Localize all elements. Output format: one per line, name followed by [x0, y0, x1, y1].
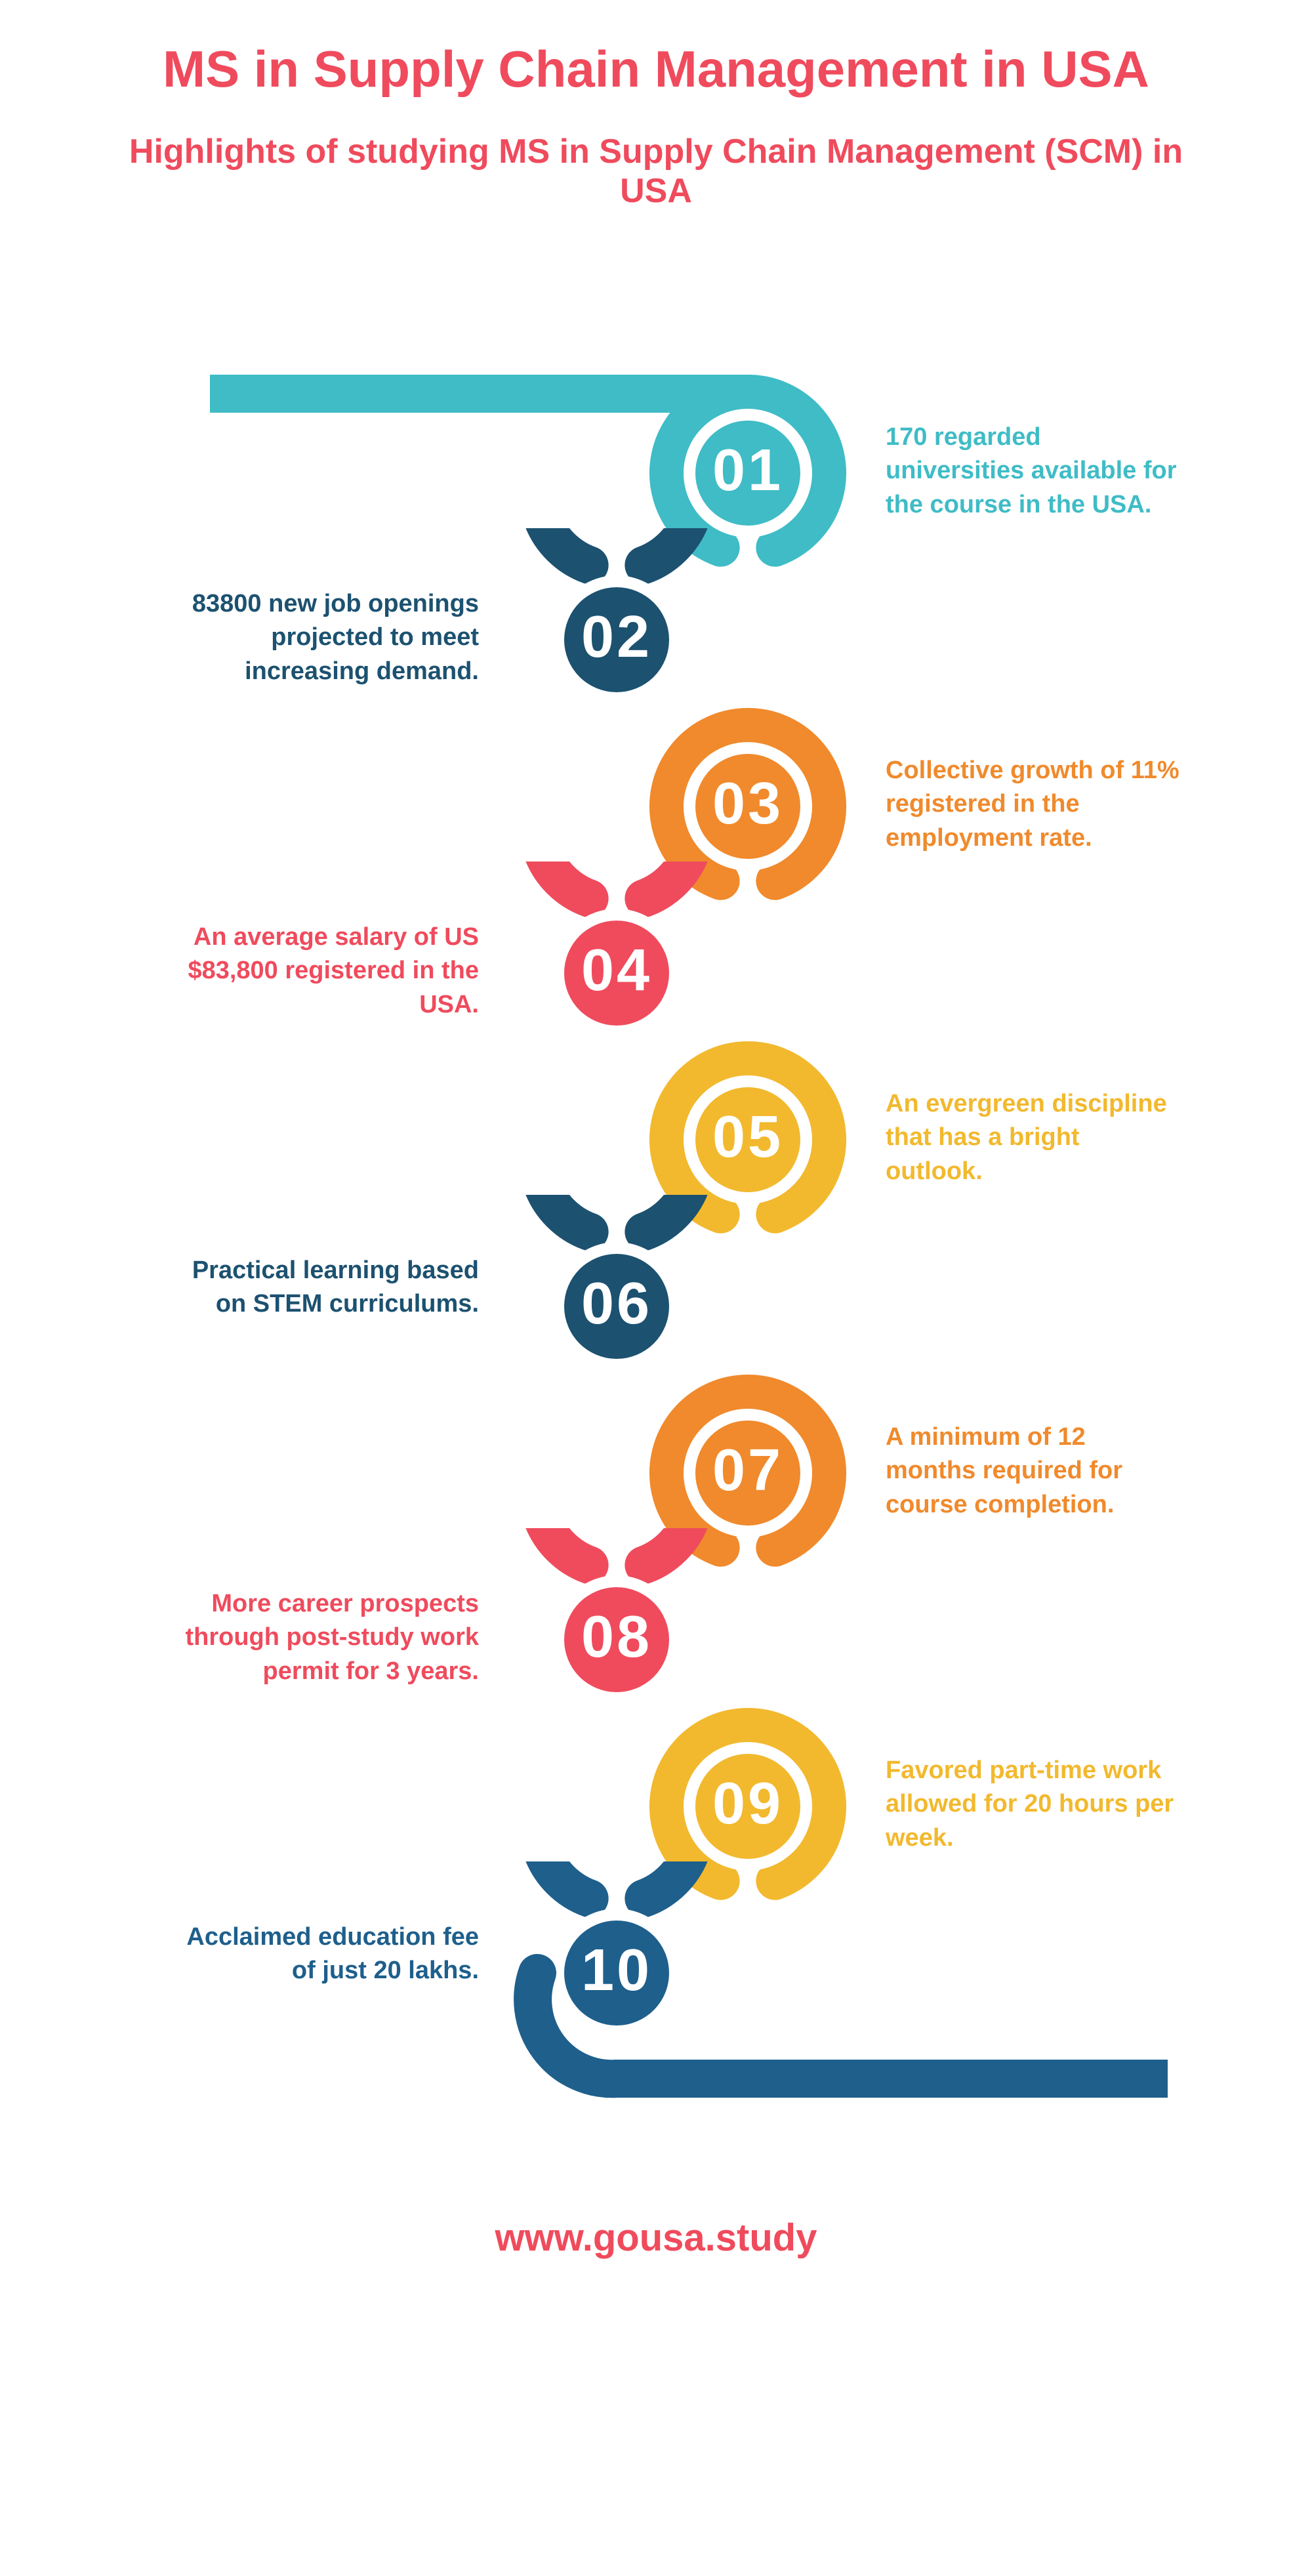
step-number-01: 01: [682, 437, 813, 505]
footer-url: www.gousa.study: [92, 2216, 1220, 2260]
step-number-07: 07: [682, 1437, 813, 1505]
step-number-05: 05: [682, 1104, 813, 1171]
step-number-03: 03: [682, 770, 813, 838]
step-number-08: 08: [551, 1604, 682, 1671]
page-title: MS in Supply Chain Management in USA: [92, 39, 1220, 99]
step-caption-01: 170 regarded universities available for …: [886, 421, 1181, 522]
step-caption-08: More career prospects through post-study…: [184, 1587, 479, 1688]
step-caption-02: 83800 new job openings projected to meet…: [184, 587, 479, 688]
step-number-04: 04: [551, 937, 682, 1005]
step-caption-04: An average salary of US $83,800 register…: [184, 921, 479, 1022]
step-number-06: 06: [551, 1270, 682, 1338]
step-number-09: 09: [682, 1770, 813, 1838]
chain-infographic: 01 170 regarded universities available fo…: [92, 368, 1220, 2176]
step-number-02: 02: [551, 604, 682, 671]
step-caption-07: A minimum of 12 months required for cour…: [886, 1421, 1181, 1522]
step-caption-06: Practical learning based on STEM curricu…: [184, 1254, 479, 1321]
page-subtitle: Highlights of studying MS in Supply Chai…: [92, 132, 1220, 211]
step-caption-09: Favored part-time work allowed for 20 ho…: [886, 1754, 1181, 1855]
step-caption-05: An evergreen discipline that has a brigh…: [886, 1087, 1181, 1188]
step-caption-03: Collective growth of 11% registered in t…: [886, 754, 1181, 855]
